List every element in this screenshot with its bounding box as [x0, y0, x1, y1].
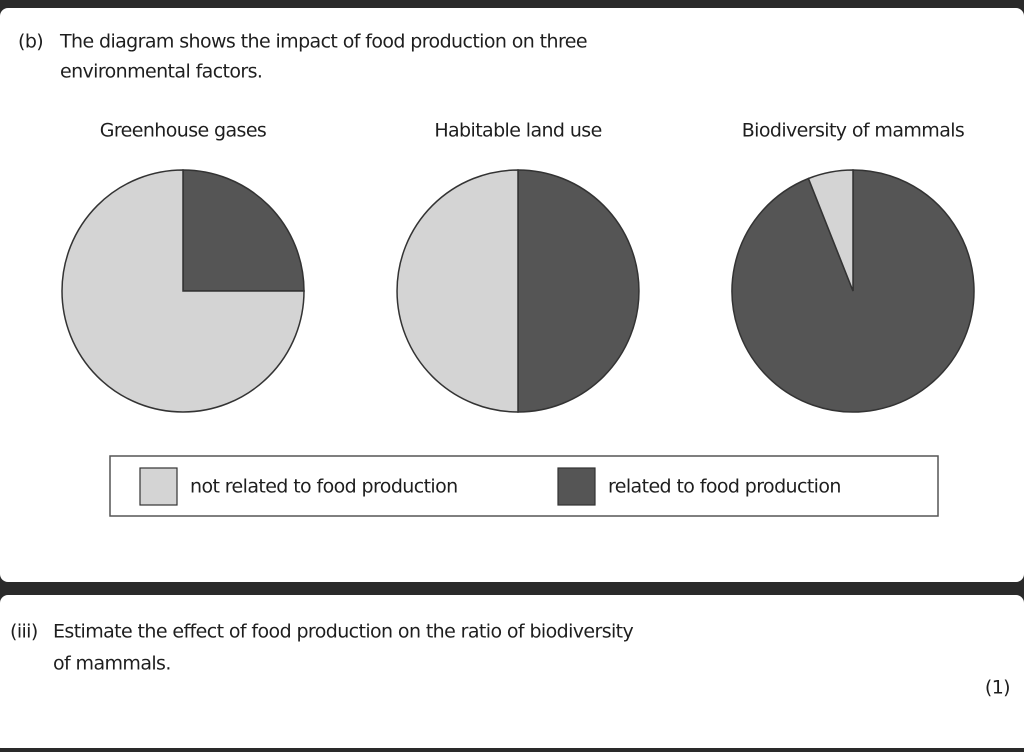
pie-slice [182, 169, 305, 292]
legend-swatch [557, 467, 596, 506]
pie-slice [517, 169, 640, 413]
question-text: The diagram shows the impact of food pro… [59, 31, 587, 53]
marks: (1) [985, 677, 1010, 699]
legend-label: not related to food production [190, 476, 458, 498]
legend-box [109, 455, 939, 517]
chart-title: Greenhouse gases [100, 120, 266, 142]
legend-swatch [139, 467, 178, 506]
question-text: Estimate the effect of food production o… [53, 621, 634, 643]
question-label: (iii) [10, 621, 38, 643]
question-label: (b) [18, 31, 43, 53]
question-text: environmental factors. [60, 61, 262, 83]
legend-label: related to food production [608, 476, 841, 498]
pie-slice [731, 169, 975, 413]
chart-title: Biodiversity of mammals [742, 120, 964, 142]
pie-slice [61, 169, 305, 413]
card-iii [0, 595, 1024, 752]
pie-slice [807, 169, 854, 292]
question-text: of mammals. [53, 653, 171, 675]
chart-title: Habitable land use [434, 120, 601, 142]
pie-slice [396, 169, 519, 413]
